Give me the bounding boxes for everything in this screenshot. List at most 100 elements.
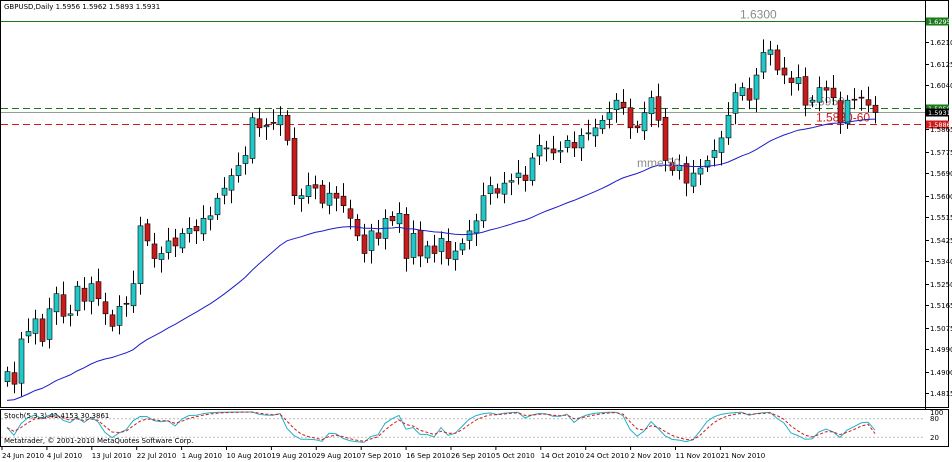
candle-bull [543,147,550,150]
candle-bull [249,117,256,159]
candle-bull [277,114,284,126]
candle-bear [851,98,858,101]
date-label-11: 5 Oct 2010 [496,452,535,460]
candle-bull [564,140,571,148]
candle-bull [697,167,704,175]
candle-bull [74,285,81,312]
candle-bear [830,87,837,98]
price-tag-text-3: 1.5886 [928,121,951,129]
candle-bull [18,338,25,384]
candle-bear [39,318,46,342]
candle-bull [473,220,480,234]
candle-bull [592,127,599,137]
candle-bull [214,197,221,216]
candle-bear [347,208,354,219]
date-label-16: 21 Nov 2010 [720,452,765,460]
candle-bull [725,114,732,139]
candle-bear [270,121,277,124]
candle-bear [774,49,781,71]
candle-bear [746,88,753,101]
stoch-level-label-0: 20 [930,434,939,442]
candle-bear [788,77,795,83]
price-tick-label-18: 1.4900 [930,369,952,377]
candle-bull [221,187,228,196]
date-label-0: 24 Jun 2010 [2,452,44,460]
price-tag-text-0: 1.6295 [928,18,951,26]
price-tick-label-9: 1.5690 [930,170,952,178]
candle-bull [459,243,466,251]
candle-bear [550,148,557,154]
candle-bull [200,218,207,235]
candle-bear [193,226,200,232]
candle-bear [340,195,347,207]
candle-bull [165,240,172,253]
candle-bull [235,165,242,176]
candle-bear [81,287,88,302]
candle-bull [4,371,11,382]
hline-label-0: 1.6300 [740,8,777,22]
candle-bull [529,157,536,181]
candle-bull [130,283,137,307]
candle-bull [501,182,508,195]
candle-bull [760,52,767,73]
candle-bull [186,228,193,234]
candle-bear [60,294,67,317]
candle-bull [179,233,186,249]
date-label-12: 14 Oct 2010 [541,452,584,460]
candles [4,39,879,397]
candle-bull [648,97,655,115]
time-axis: 24 Jun 2010 4 Jul 2010 13 Jul 2010 22 Jul 2… [1,446,765,460]
candle-bear [319,184,326,204]
candle-bear [95,281,102,300]
candle-bull [809,99,816,103]
candle-bull [704,160,711,168]
candle-bear [662,116,669,161]
candle-bear [333,192,340,199]
price-tick-label-12: 1.5425 [930,237,952,245]
candle-bull [305,185,312,197]
candle-bull [487,185,494,194]
price-tag-2 [926,108,949,117]
candle-bear [284,114,291,141]
candle-bull [67,313,74,316]
candle-bear [109,314,116,327]
candle-bull [739,87,746,96]
candle-bull [368,230,375,251]
price-tick-label-15: 1.5165 [930,302,952,310]
candle-bull [263,125,270,128]
candle-bull [242,155,249,164]
ma50-line [6,118,876,401]
candle-bear [865,99,872,106]
price-tick-label-2: 1.6125 [930,61,952,69]
candle-bull [732,92,739,114]
date-label-3: 22 Jul 2010 [137,452,177,460]
candle-bull [466,230,473,241]
candle-bull [207,215,214,220]
candle-bull [46,308,53,340]
price-tick-label-17: 1.4990 [930,346,952,354]
candle-bear [11,372,18,385]
price-tick-label-13: 1.5340 [930,258,952,266]
date-label-4: 1 Aug 2010 [182,452,222,460]
candle-bear [522,174,529,181]
date-label-13: 24 Oct 2010 [586,452,629,460]
stoch-signal-line [6,411,876,442]
candle-bear [102,301,109,315]
candle-bear [683,163,690,184]
price-tick-label-8: 1.5775 [930,149,952,157]
candle-bear [389,216,396,222]
candle-bull [438,238,445,252]
main-panel-frame [0,0,949,408]
candle-bull [424,245,431,259]
candle-bull [480,195,487,222]
candle-bull [137,225,144,284]
candle-bear [655,96,662,121]
candle-bear [445,241,452,259]
candle-bull [536,145,543,157]
candle-bear [151,243,158,259]
chart-header: GBPUSD,Daily 1.5956 1.5962 1.5893 1.5931 [4,3,160,11]
date-label-6: 19 Aug 2010 [271,452,316,460]
candle-bear [627,107,634,129]
